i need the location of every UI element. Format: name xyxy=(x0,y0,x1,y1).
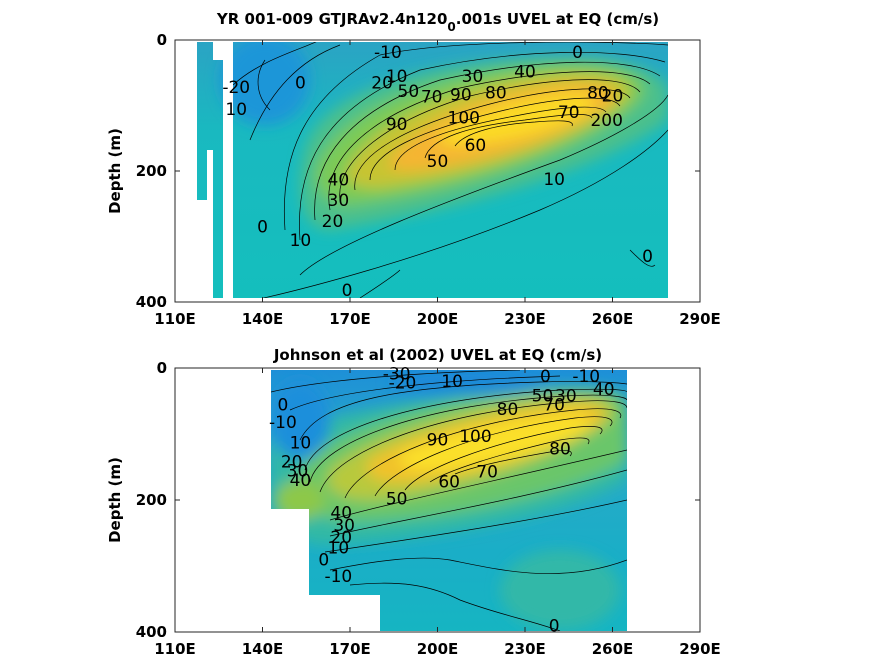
xtick-label: 260E xyxy=(592,310,634,328)
xtick-label: 230E xyxy=(504,310,546,328)
contour-label: 90 xyxy=(386,115,408,135)
contour-label: 0 xyxy=(342,281,353,301)
contour-label: 0 xyxy=(540,367,551,387)
contour-label: 10 xyxy=(290,231,312,251)
panel-top-contours xyxy=(232,42,668,298)
contour-label: 80 xyxy=(587,83,609,103)
panel-bottom-title: Johnson et al (2002) UVEL at EQ (cm/s) xyxy=(273,346,602,364)
contour-label: 40 xyxy=(593,380,615,400)
ytick-label: 400 xyxy=(136,623,167,641)
contour-label: 40 xyxy=(330,504,352,524)
panel-top: YR 001-009 GTJRAv2.4n1200.001s UVEL at E… xyxy=(106,10,721,328)
contour-label: -10 xyxy=(572,367,600,387)
contour-label: 50 xyxy=(386,490,408,510)
xtick-label: 200E xyxy=(417,640,459,656)
contour-label: 70 xyxy=(476,463,498,483)
contour-label: 80 xyxy=(549,440,571,460)
xtick-label: 200E xyxy=(417,310,459,328)
contour-label: -10 xyxy=(269,413,297,433)
contour-label: 40 xyxy=(290,471,312,491)
contour-label: 50 xyxy=(532,387,554,407)
contour-label: 80 xyxy=(485,83,507,103)
contour-label: 100 xyxy=(448,108,480,128)
contour-label: 50 xyxy=(427,152,449,172)
contour-label: 30 xyxy=(555,387,577,407)
contour-label: 70 xyxy=(558,103,580,123)
xtick-label: 170E xyxy=(329,310,371,328)
xtick-label: 170E xyxy=(329,640,371,656)
contour-label: 30 xyxy=(333,516,355,536)
xtick-label: 110E xyxy=(154,640,196,656)
contour-label: 20 xyxy=(330,528,352,548)
contour-label: -30 xyxy=(383,364,411,384)
xtick-label: 290E xyxy=(679,310,721,328)
xtick-label: 140E xyxy=(242,640,284,656)
panel-bottom: Johnson et al (2002) UVEL at EQ (cm/s) xyxy=(106,346,721,656)
contour-label: 100 xyxy=(459,427,491,447)
ytick-label: 200 xyxy=(136,162,167,180)
contour-label: 10 xyxy=(225,100,247,120)
contour-label: 200 xyxy=(590,111,622,131)
contour-label: 10 xyxy=(543,170,565,190)
panel-top-title: YR 001-009 GTJRAv2.4n1200.001s UVEL at E… xyxy=(216,10,659,34)
contour-label: 80 xyxy=(497,400,519,420)
contour-label: 10 xyxy=(328,539,350,559)
panel-bottom-contours xyxy=(271,370,627,631)
contour-label: 10 xyxy=(290,434,312,454)
xtick-label: 110E xyxy=(154,310,196,328)
contour-label: 70 xyxy=(421,87,443,107)
contour-label: 90 xyxy=(427,430,449,450)
panel-bottom-ylabel: Depth (m) xyxy=(106,457,124,543)
contour-label: 0 xyxy=(642,247,653,267)
contour-label: -10 xyxy=(324,567,352,587)
contour-label: 0 xyxy=(257,218,268,238)
contour-label: 20 xyxy=(602,87,624,107)
contour-label: -20 xyxy=(389,374,417,394)
contour-label: 30 xyxy=(462,67,484,87)
panel-top-ylabel: Depth (m) xyxy=(106,128,124,214)
contour-label: -10 xyxy=(374,43,402,63)
contour-label: 90 xyxy=(450,85,472,105)
contour-label: 0 xyxy=(318,550,329,570)
contour-label: 0 xyxy=(295,74,306,94)
contour-label: 10 xyxy=(441,372,463,392)
panel-top-field xyxy=(197,42,668,298)
contour-label: 0 xyxy=(278,395,289,415)
ytick-label: 200 xyxy=(136,491,167,509)
contour-label: 30 xyxy=(328,191,350,211)
xtick-label: 140E xyxy=(242,310,284,328)
ytick-label: 400 xyxy=(136,293,167,311)
contour-label: 70 xyxy=(543,395,565,415)
contour-label: 20 xyxy=(281,453,303,473)
ytick-label: 0 xyxy=(157,31,167,49)
panel-bottom-field xyxy=(271,370,627,631)
contour-label: 60 xyxy=(465,136,487,156)
contour-label: 0 xyxy=(572,43,583,63)
contour-label: 0 xyxy=(549,616,560,636)
xtick-label: 290E xyxy=(679,640,721,656)
xtick-label: 260E xyxy=(592,640,634,656)
contour-label: 20 xyxy=(322,212,344,232)
contour-label: -20 xyxy=(222,78,250,98)
contour-label: 30 xyxy=(287,461,309,481)
contour-label: 40 xyxy=(514,62,536,82)
xtick-label: 230E xyxy=(504,640,546,656)
contour-label: 40 xyxy=(328,171,350,191)
ytick-label: 0 xyxy=(157,359,167,377)
contour-label: 20 xyxy=(371,74,393,94)
contour-label: 50 xyxy=(398,82,420,102)
contour-label: 10 xyxy=(386,67,408,87)
contour-label: 60 xyxy=(438,473,460,493)
